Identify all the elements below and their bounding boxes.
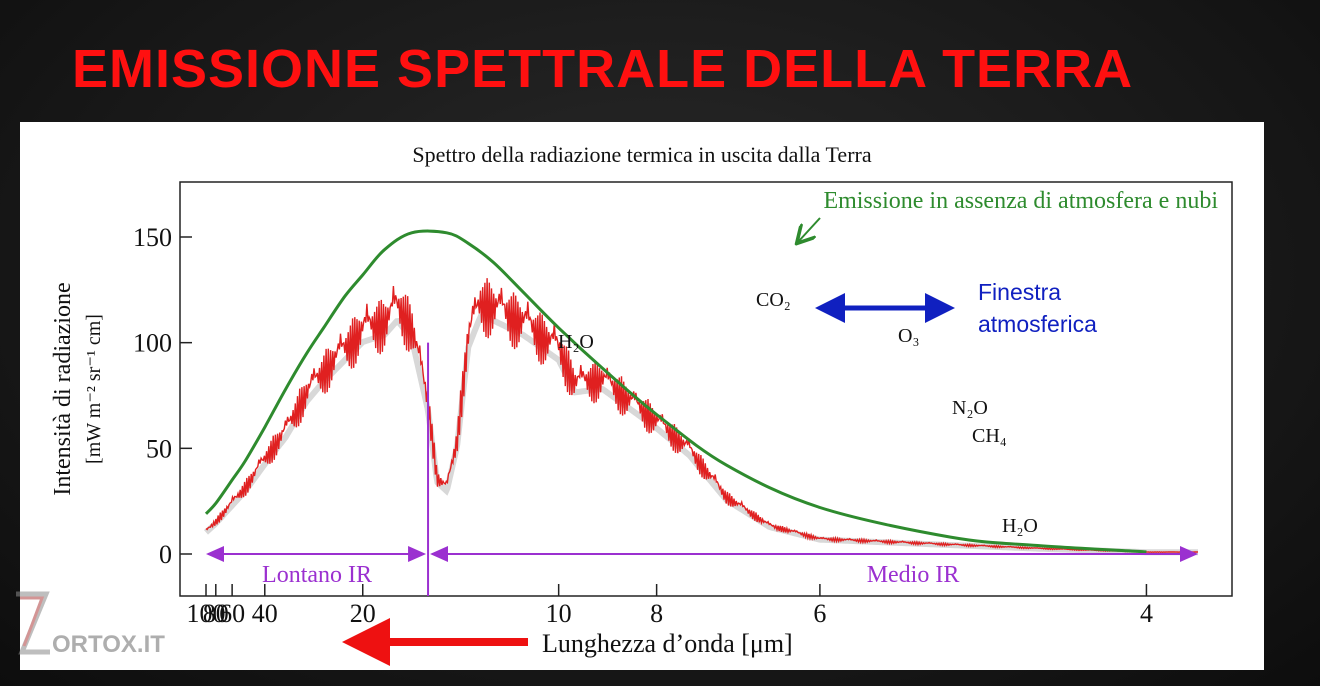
figure-panel: Spettro della radiazione termica in usci… [20,122,1264,670]
slide-title: EMISSIONE SPETTRALE DELLA TERRA [72,39,1134,99]
window-label-line1: Finestra [978,279,1061,305]
ch4-annotation: CH₄ [972,425,1007,447]
watermark-logo-icon [16,591,50,655]
blackbody-curve [204,229,1147,554]
co2-annotation: CO₂ [756,289,791,311]
x-tick-label: 8 [650,599,663,628]
y-axis: 0 50 100 150 [133,223,192,569]
x-tick-label: 60 [219,599,245,628]
n2o-annotation: N₂O [952,397,988,419]
x-tick-label: 20 [350,599,376,628]
x-tick-label: 80 [203,599,229,628]
y-tick-label: 0 [159,540,172,569]
o3-annotation: O₃ [898,325,919,347]
x-tick-label: 4 [1140,599,1153,628]
y-axis-label-line2: [mW m⁻² sr⁻¹ cm] [83,314,105,464]
blackbody-series-label: Emissione in assenza di atmosfera e nubi [823,188,1218,214]
x-tick-label: 10 [546,599,572,628]
far-ir-label: Lontano IR [262,562,372,588]
x-tick-label: 40 [252,599,278,628]
window-label-line2: atmosferica [978,311,1097,337]
mid-ir-label: Medio IR [867,562,960,588]
spectrum-chart: Spettro della radiazione termica in usci… [50,142,1233,666]
y-tick-label: 100 [133,329,172,358]
chart-title: Spettro della radiazione termica in usci… [412,142,871,167]
site-watermark: ORTOX.IT [16,591,165,658]
observed-spectrum-noise [203,313,1198,556]
y-tick-label: 150 [133,223,172,252]
h2o-far-annotation: H₂O [558,331,594,353]
blackbody-label-pointer [798,217,821,242]
x-tick-label: 6 [813,599,826,628]
x-tick-label: 100 [187,599,226,628]
h2o-mid-annotation: H₂O [1002,515,1038,537]
y-tick-label: 50 [146,434,172,463]
y-axis-label: Intensità di radiazione [mW m⁻² sr⁻¹ cm] [50,282,105,495]
watermark-text: ORTOX.IT [52,631,165,658]
x-axis-label: Lunghezza d’onda [μm] [542,629,793,658]
plot-frame [179,181,1233,597]
y-axis-label-line1: Intensità di radiazione [50,282,76,495]
